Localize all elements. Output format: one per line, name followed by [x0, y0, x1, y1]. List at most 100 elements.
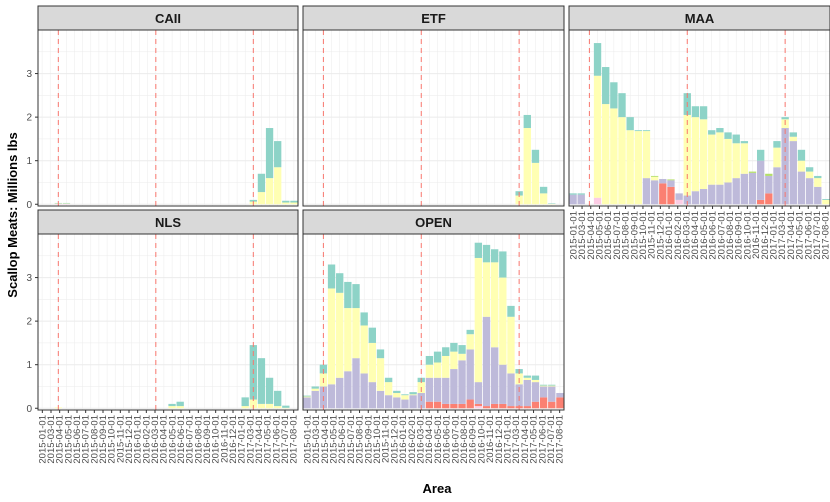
bar-segment-yellow	[822, 199, 830, 205]
x-tick-label: 2016-05-01	[433, 415, 444, 464]
bar-segment-mint	[401, 394, 409, 396]
bar-segment-lavender	[425, 377, 434, 402]
bar-segment-lavender	[740, 173, 749, 205]
x-tick-label: 2017-07-01	[280, 415, 291, 464]
bar-segment-salmon	[531, 401, 540, 409]
x-tick-label: 2015-09-01	[98, 415, 109, 464]
bar-segment-lavender	[765, 175, 773, 194]
x-tick-label: 2015-10-01	[107, 415, 118, 464]
y-tick-label: 1	[26, 156, 32, 167]
x-tick-label: 2017-03-01	[511, 415, 522, 464]
bar-segment-salmon	[765, 193, 773, 205]
bar-segment-mint	[327, 264, 336, 289]
bar-segment-yellow	[303, 396, 311, 398]
bar-segment-mint	[507, 305, 515, 317]
bar-segment-lavender	[384, 395, 393, 409]
x-tick-label: 2015-11-01	[381, 415, 392, 463]
bar-segment-lavender	[814, 186, 822, 205]
bar-segment-lavender	[716, 184, 724, 205]
x-tick-label: 2015-04-01	[55, 415, 66, 464]
x-tick-label: 2016-01-01	[664, 211, 675, 260]
bar-segment-lavender	[368, 382, 376, 409]
bar-segment-yellow	[290, 202, 298, 205]
x-tick-label: 2016-06-01	[442, 415, 453, 464]
bar-segment-mint	[539, 384, 548, 386]
bar-segment-lavender	[724, 182, 732, 205]
bar-segment-mint	[708, 130, 716, 135]
x-tick-label: 2017-05-01	[795, 211, 806, 260]
bar-segment-yellow	[409, 394, 417, 396]
x-tick-label: 2017-08-01	[289, 415, 300, 464]
x-tick-label: 2016-12-01	[494, 415, 505, 464]
bar-segment-lavender	[515, 384, 523, 407]
facet-strip-label: MAA	[685, 11, 715, 26]
bar-segment-yellow	[523, 128, 531, 205]
y-tick-label: 0	[26, 200, 32, 211]
bar-segment-yellow	[523, 377, 531, 380]
bar-segment-lavender	[691, 191, 700, 205]
bar-segment-mint	[176, 401, 184, 407]
bar-segment-yellow	[724, 138, 732, 183]
x-tick-label: 2016-09-01	[202, 415, 213, 464]
bar-segment-pink	[474, 406, 483, 409]
bar-segment-lavender	[699, 189, 708, 205]
bar-segment-lavender	[675, 193, 683, 200]
facet-open: OPEN2015-01-012015-03-012015-04-012015-0…	[302, 209, 566, 464]
x-tick-label: 2016-10-01	[476, 415, 487, 464]
x-tick-label: 2017-07-01	[546, 415, 557, 464]
bar-segment-mint	[593, 43, 602, 76]
bar-segment-yellow	[716, 132, 724, 185]
bar-segment-lavender	[748, 172, 757, 205]
x-tick-label: 2016-05-01	[699, 211, 710, 260]
bar-segment-yellow	[336, 292, 344, 378]
bar-segment-yellow	[265, 403, 274, 409]
bar-segment-mint	[757, 149, 765, 161]
bar-segment-yellow	[805, 171, 814, 179]
bar-segment-yellow	[282, 202, 290, 205]
bar-segment-lavender	[458, 360, 466, 404]
x-tick-label: 2016-09-01	[468, 415, 479, 464]
bar-segment-yellow	[691, 117, 700, 192]
bar-segment-salmon	[491, 403, 499, 409]
bar-segment-mint	[548, 203, 556, 204]
bar-segment-yellow	[507, 316, 515, 374]
x-tick-label: 2016-07-01	[450, 415, 461, 464]
x-tick-label: 2015-09-01	[363, 415, 374, 464]
x-tick-label: 2016-03-01	[415, 415, 426, 464]
bar-segment-yellow	[274, 167, 282, 205]
bar-segment-lavender	[507, 373, 515, 407]
bar-segment-yellow	[650, 176, 659, 181]
bar-segment-mint	[360, 312, 368, 326]
plot-background	[303, 30, 564, 206]
x-tick-label: 2015-03-01	[46, 415, 57, 464]
x-tick-label: 2015-03-01	[577, 211, 588, 260]
bar-segment-yellow	[593, 75, 602, 198]
bar-segment-lavender	[757, 160, 765, 200]
x-tick-label: 2016-11-01	[485, 415, 496, 463]
bar-segment-lavender	[499, 364, 507, 404]
facet-strip-label: OPEN	[415, 215, 452, 230]
x-tick-label: 2017-08-01	[555, 415, 566, 464]
x-tick-label: 2017-04-01	[254, 415, 265, 464]
bar-segment-mint	[732, 134, 740, 144]
y-axis-title: Scallop Meats: Millions lbs	[5, 132, 20, 297]
x-tick-label: 2016-04-01	[690, 211, 701, 260]
x-tick-label: 2016-11-01	[219, 415, 230, 463]
bar-segment-yellow	[626, 130, 634, 205]
x-tick-label: 2015-06-01	[72, 415, 83, 464]
x-tick-label: 2016-12-01	[760, 211, 771, 260]
facet-strip	[302, 5, 565, 31]
bar-segment-lavender	[667, 180, 675, 187]
bar-segment-lavender	[650, 180, 659, 205]
bar-segment-lavender	[360, 373, 368, 409]
bar-segment-salmon	[556, 397, 564, 409]
bar-segment-yellow	[344, 308, 352, 372]
x-tick-label: 2015-05-01	[63, 415, 74, 464]
bar-segment-green	[667, 179, 675, 181]
bar-segment-mint	[822, 199, 830, 200]
bar-segment-lavender	[376, 390, 385, 409]
bar-segment-mint	[274, 390, 282, 407]
bar-segment-yellow	[241, 406, 249, 409]
bar-segment-lavender	[474, 382, 483, 404]
bar-segment-yellow	[168, 406, 176, 409]
